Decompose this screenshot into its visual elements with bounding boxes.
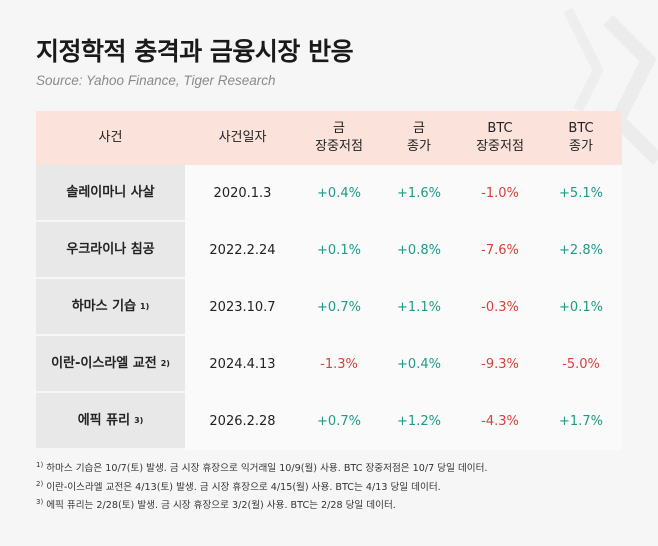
- table-row: 솔레이마니 사살 2020.1.3 +0.4% +1.6% -1.0% +5.1%: [36, 165, 622, 222]
- date-cell: 2024.4.13: [209, 356, 276, 372]
- footnote-marker: 1): [36, 461, 44, 469]
- event-name: 우크라이나 침공: [66, 241, 155, 257]
- date-cell: 2026.2.28: [209, 413, 276, 429]
- value-cell: +0.4%: [397, 356, 441, 372]
- event-cell: 이란-이스라엘 교전 2): [36, 336, 185, 393]
- event-name: 하마스 기습: [71, 298, 137, 314]
- header-cell: BTC 종가: [540, 111, 622, 165]
- footnote-marker: 2): [160, 358, 170, 368]
- header-text: 장중저점: [476, 139, 524, 154]
- event-name: 에픽 퓨리: [77, 412, 131, 428]
- header-text: 사건일자: [218, 130, 267, 145]
- value-cell: -0.3%: [481, 299, 519, 315]
- footnotes: 1) 하마스 기습은 10/7(토) 발생. 금 시장 휴장으로 익거래일 10/…: [36, 458, 487, 514]
- source: Source: Yahoo Finance, Tiger Research: [36, 73, 276, 88]
- date-cell: 2020.1.3: [213, 185, 272, 201]
- value-cell: +0.4%: [317, 185, 361, 201]
- value-cell: +0.1%: [559, 299, 603, 315]
- footnote-marker: 3): [134, 415, 144, 425]
- table-row: 우크라이나 침공 2022.2.24 +0.1% +0.8% -7.6% +2.8%: [36, 222, 622, 279]
- table-row: 이란-이스라엘 교전 2) 2024.4.13 -1.3% +0.4% -9.3% -5.0…: [36, 336, 622, 393]
- value-cell: +0.7%: [317, 299, 361, 315]
- event-cell: 에픽 퓨리 3): [36, 393, 185, 450]
- header-text: 금: [333, 121, 345, 136]
- value-cell: +1.7%: [559, 413, 603, 429]
- value-cell: +5.1%: [559, 185, 603, 201]
- header-cell: BTC 장중저점: [460, 111, 540, 165]
- footnote-marker: 3): [36, 498, 44, 507]
- value-cell: -5.0%: [562, 356, 600, 372]
- value-cell: +0.8%: [397, 242, 441, 258]
- footnote-text: 하마스 기습은 10/7(토) 발생. 금 시장 휴장으로 익거래일 10/9(…: [46, 463, 488, 475]
- value-cell: +0.1%: [317, 242, 361, 258]
- table: 사건 사건일자 금 장중저점 금 종가 BTC 장중저점 BTC 종가 솔레이마니 사살 2020.1…: [36, 111, 622, 450]
- header-row: 사건 사건일자 금 장중저점 금 종가 BTC 장중저점 BTC 종가: [36, 111, 622, 165]
- header-cell: 사건일자: [185, 111, 300, 165]
- footnote: 1) 하마스 기습은 10/7(토) 발생. 금 시장 휴장으로 익거래일 10/…: [36, 458, 487, 477]
- event-cell: 솔레이마니 사살: [36, 165, 185, 222]
- value-cell: +1.2%: [397, 413, 441, 429]
- background-decoration: [563, 7, 658, 165]
- value-cell: -1.3%: [320, 356, 358, 372]
- value-cell: -9.3%: [481, 356, 519, 372]
- table-row: 하마스 기습 1) 2023.10.7 +0.7% +1.1% -0.3% +0.1%: [36, 279, 622, 336]
- header-text: 종가: [569, 139, 593, 154]
- date-cell: 2023.10.7: [209, 299, 276, 315]
- value-cell: +1.1%: [397, 299, 441, 315]
- value-cell: -7.6%: [481, 242, 519, 258]
- header-cell: 사건: [36, 111, 185, 165]
- footnote-text: 이란-이스라엘 교전은 4/13(토) 발생. 금 시장 휴장으로 4/15(월…: [46, 481, 441, 493]
- value-cell: +0.7%: [317, 413, 361, 429]
- header-text: 장중저점: [315, 139, 363, 154]
- footnote-text: 에픽 퓨리는 2/28(토) 발생. 금 시장 휴장으로 3/2(월) 사용. …: [46, 500, 396, 512]
- event-name: 이란-이스라엘 교전: [51, 355, 157, 371]
- value-cell: -4.3%: [481, 413, 519, 429]
- event-name: 솔레이마니 사살: [66, 184, 155, 200]
- value-cell: -1.0%: [481, 185, 519, 201]
- header-text: BTC: [487, 121, 513, 136]
- date-cell: 2022.2.24: [209, 242, 276, 258]
- header-text: BTC: [568, 121, 594, 136]
- header-text: 사건: [98, 130, 123, 145]
- footnote: 2) 이란-이스라엘 교전은 4/13(토) 발생. 금 시장 휴장으로 4/15…: [36, 477, 487, 496]
- footnote-marker: 1): [140, 301, 150, 311]
- footnote: 3) 에픽 퓨리는 2/28(토) 발생. 금 시장 휴장으로 3/2(월) 사용…: [36, 495, 487, 514]
- footnote-marker: 2): [36, 479, 44, 488]
- title: 지정학적 충격과 금융시장 반응: [36, 37, 354, 66]
- value-cell: +2.8%: [559, 242, 603, 258]
- event-cell: 우크라이나 침공: [36, 222, 185, 279]
- header-text: 금: [413, 121, 425, 136]
- header-text: 종가: [407, 139, 431, 154]
- table-row: 에픽 퓨리 3) 2026.2.28 +0.7% +1.2% -4.3% +1.7%: [36, 393, 622, 450]
- value-cell: +1.6%: [397, 185, 441, 201]
- event-cell: 하마스 기습 1): [36, 279, 185, 336]
